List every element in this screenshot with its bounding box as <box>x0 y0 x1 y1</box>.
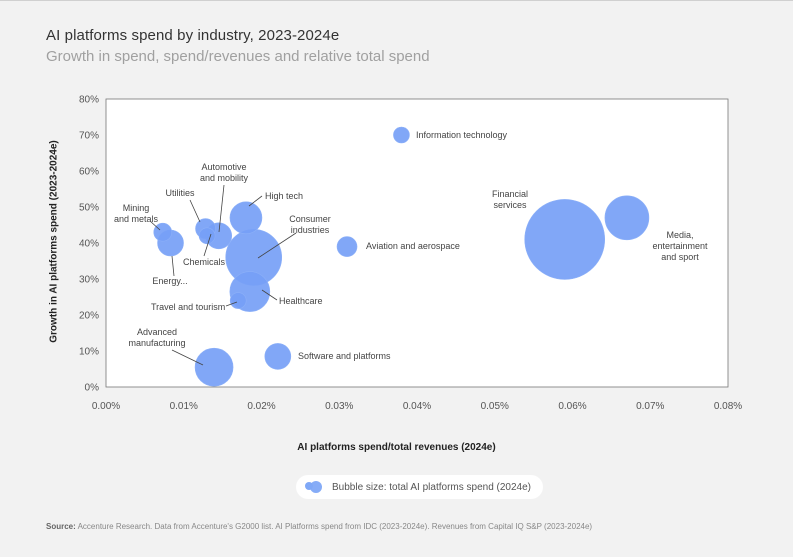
y-tick-label: 10% <box>79 347 99 358</box>
y-tick-label: 30% <box>79 275 99 286</box>
bubble-label-travel-and-tourism: Travel and tourism <box>151 302 225 312</box>
y-tick-label: 0% <box>85 383 100 394</box>
x-axis-label: AI platforms spend/total revenues (2024e… <box>297 442 496 453</box>
leader-line-healthcare <box>261 289 278 301</box>
size-legend: Bubble size: total AI platforms spend (2… <box>296 475 544 499</box>
bubble-chemicals <box>198 227 216 245</box>
bubble-label-financial-services: Financial services <box>492 189 528 210</box>
y-tick-label: 80% <box>79 95 99 106</box>
bubble-legend-icon <box>304 480 324 494</box>
bubble-label-media-entertainment-and-sport: Media, entertainment and sport <box>652 230 708 262</box>
bubble-label-information-technology: Information technology <box>416 130 508 140</box>
x-tick-label: 0.08% <box>714 401 742 412</box>
bubble-label-energy: Energy... <box>152 276 187 286</box>
x-tick-label: 0.04% <box>403 401 431 412</box>
source-note: Source: Accenture Research. Data from Ac… <box>46 522 592 531</box>
x-tick-label: 0.05% <box>481 401 509 412</box>
leader-line-utilities <box>189 199 201 223</box>
leader-line-travel-and-tourism <box>225 301 238 307</box>
bubble-information-technology <box>393 126 410 144</box>
y-tick-label: 20% <box>79 311 99 322</box>
bubble-label-aviation-and-aerospace: Aviation and aerospace <box>366 241 460 251</box>
leader-line-consumer-industries <box>257 232 297 259</box>
x-tick-label: 0.01% <box>170 401 198 412</box>
bubble-advanced-manufacturing <box>194 347 234 387</box>
bubble-label-advanced-manufacturing: Advanced manufacturing <box>128 327 185 348</box>
x-tick-label: 0.03% <box>325 401 353 412</box>
y-tick-label: 60% <box>79 167 99 178</box>
leader-line-energy <box>171 255 175 277</box>
bubble-label-automotive-and-mobility: Automotive and mobility <box>200 162 249 183</box>
chart-subtitle: Growth in spend, spend/revenues and rela… <box>46 48 430 65</box>
bubble-label-software-and-platforms: Software and platforms <box>298 351 391 361</box>
legend-label: Bubble size: total AI platforms spend (2… <box>332 481 532 493</box>
leader-line-high-tech <box>248 195 263 207</box>
chart-title: AI platforms spend by industry, 2023-202… <box>46 27 340 44</box>
leader-line-automotive-and-mobility <box>218 184 225 233</box>
leader-line-chemicals <box>203 233 212 257</box>
y-tick-label: 40% <box>79 239 99 250</box>
bubble-travel-and-tourism <box>229 292 247 309</box>
bubble-label-consumer-industries: Consumer industries <box>289 214 331 235</box>
bubble-label-high-tech: High tech <box>265 191 303 201</box>
bubble-label-utilities: Utilities <box>165 188 195 198</box>
bubble-label-chemicals: Chemicals <box>183 257 226 267</box>
bubble-label-mining-and-metals: Mining and metals <box>114 203 159 224</box>
bubble-label-healthcare: Healthcare <box>279 296 323 306</box>
bubble-media-entertainment-and-sport <box>604 195 650 241</box>
bubble-mining-and-metals <box>153 222 173 242</box>
y-tick-label: 70% <box>79 131 99 142</box>
leader-line-advanced-manufacturing <box>171 349 204 366</box>
source-text: Accenture Research. Data from Accenture'… <box>77 522 593 531</box>
bubble-high-tech <box>229 201 263 235</box>
bubble-software-and-platforms <box>264 343 292 370</box>
source-label: Source: <box>46 522 76 531</box>
leader-line-mining-and-metals <box>149 220 161 231</box>
x-tick-label: 0.06% <box>558 401 586 412</box>
y-tick-label: 50% <box>79 203 99 214</box>
top-divider <box>0 0 793 1</box>
x-tick-label: 0.02% <box>247 401 275 412</box>
bubble-aviation-and-aerospace <box>336 236 358 257</box>
x-tick-label: 0.07% <box>636 401 664 412</box>
x-tick-label: 0.00% <box>92 401 120 412</box>
bubble-financial-services <box>524 199 606 280</box>
y-axis-label: Growth in AI platforms spend (2023-2024e… <box>48 140 60 343</box>
